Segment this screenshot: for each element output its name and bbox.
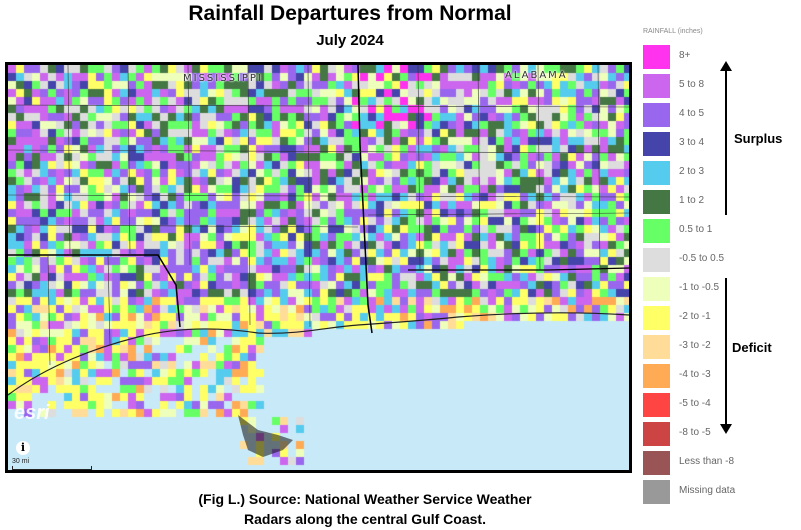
info-icon[interactable]: i: [16, 441, 30, 455]
state-line-ms-al: [357, 65, 373, 334]
rainfall-map[interactable]: MISSISSIPPI ALABAMA: [5, 62, 632, 473]
arrow-down-icon: [720, 424, 732, 434]
legend-label: 1 to 2: [679, 195, 705, 206]
mississippi-delta: [238, 415, 293, 457]
legend-swatch: [643, 248, 670, 272]
coastline: [8, 312, 629, 396]
legend-label: Less than -8: [679, 456, 735, 467]
legend-item: 0.5 to 1: [643, 219, 793, 243]
legend-swatch: [643, 132, 670, 156]
surplus-label: Surplus: [734, 131, 783, 146]
legend-item: -8 to -5: [643, 422, 793, 446]
legend-item: 1 to 2: [643, 190, 793, 214]
legend-swatch: [643, 190, 670, 214]
state-label-mississippi: MISSISSIPPI: [183, 73, 263, 84]
scale-label: 30 mi: [12, 458, 30, 465]
legend-swatch: [643, 45, 670, 69]
legend-swatch: [643, 74, 670, 98]
deficit-arrow-line: [725, 278, 727, 425]
legend-item: 5 to 8: [643, 74, 793, 98]
legend-label: -0.5 to 0.5: [679, 253, 725, 264]
arrow-up-icon: [720, 61, 732, 71]
page-title: Rainfall Departures from Normal: [188, 2, 512, 25]
legend-label: 8+: [679, 50, 691, 61]
legend-swatch: [643, 480, 670, 504]
esri-logo: esri: [14, 402, 50, 424]
legend-label: 2 to 3: [679, 166, 705, 177]
figure-caption: (Fig L.) Source: National Weather Servic…: [100, 489, 630, 529]
legend-item: -5 to -4: [643, 393, 793, 417]
page-subtitle: July 2024: [316, 32, 384, 49]
legend-label: -2 to -1: [679, 311, 711, 322]
legend-item: 4 to 5: [643, 103, 793, 127]
county-lines: [8, 65, 629, 366]
legend-swatch: [643, 306, 670, 330]
legend-item: -2 to -1: [643, 306, 793, 330]
legend-swatch: [643, 277, 670, 301]
legend-item: Less than -8: [643, 451, 793, 475]
boundary-lines: [8, 65, 629, 457]
legend-item: Missing data: [643, 480, 793, 504]
legend-item: -1 to -0.5: [643, 277, 793, 301]
legend-label: 3 to 4: [679, 137, 705, 148]
legend-item: 3 to 4: [643, 132, 793, 156]
surplus-arrow-line: [725, 70, 727, 215]
legend-swatch: [643, 219, 670, 243]
deficit-label: Deficit: [732, 340, 772, 355]
legend-swatch: [643, 451, 670, 475]
state-line-al-fl: [408, 267, 629, 271]
legend-item: 8+: [643, 45, 793, 69]
legend-label: 0.5 to 1: [679, 224, 713, 235]
legend-label: -5 to -4: [679, 398, 711, 409]
legend-swatch: [643, 161, 670, 185]
legend-swatch: [643, 103, 670, 127]
legend-header: RAINFALL (inches): [643, 28, 703, 35]
legend-label: Missing data: [679, 485, 736, 496]
legend-label: -1 to -0.5: [679, 282, 720, 293]
scale-bar-line: [12, 466, 92, 470]
caption-line-2: Radars along the central Gulf Coast.: [244, 511, 486, 527]
state-line-ms-la: [8, 254, 181, 328]
legend-label: 4 to 5: [679, 108, 705, 119]
state-label-alabama: ALABAMA: [505, 70, 568, 81]
legend-swatch: [643, 393, 670, 417]
legend-swatch: [643, 335, 670, 359]
legend-label: 5 to 8: [679, 79, 705, 90]
legend-swatch: [643, 364, 670, 388]
scale-bar: 30 mi: [10, 458, 92, 470]
legend-item: -3 to -2: [643, 335, 793, 359]
legend-swatch: [643, 422, 670, 446]
legend-label: -8 to -5: [679, 427, 711, 438]
legend-label: -4 to -3: [679, 369, 711, 380]
caption-line-1: (Fig L.) Source: National Weather Servic…: [198, 491, 532, 507]
legend-item: -4 to -3: [643, 364, 793, 388]
rainfall-raster[interactable]: [8, 65, 629, 470]
legend-item: 2 to 3: [643, 161, 793, 185]
legend-label: -3 to -2: [679, 340, 711, 351]
legend-item: -0.5 to 0.5: [643, 248, 793, 272]
